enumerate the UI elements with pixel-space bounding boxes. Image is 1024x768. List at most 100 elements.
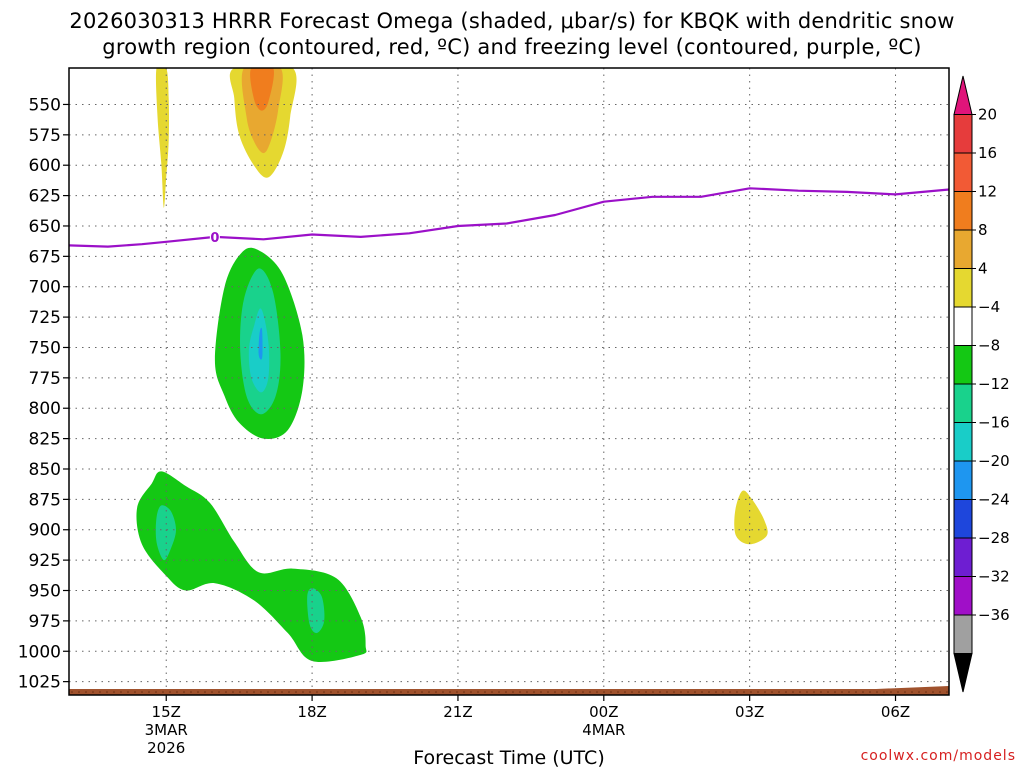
x-tick-label-2: 21Z (443, 703, 472, 721)
omega-region-3 (250, 68, 274, 111)
terrain-dot (421, 691, 423, 693)
terrain-dot (183, 691, 185, 693)
grid (69, 68, 949, 695)
plot-frame (68, 67, 950, 696)
terrain-dot (260, 691, 262, 693)
y-tick-label-13: 875 (29, 490, 61, 510)
colorbar-label-8: −16 (978, 414, 1010, 432)
terrain-dot (736, 691, 738, 693)
terrain-dot (169, 691, 171, 693)
omega-region-7 (258, 327, 263, 360)
colorbar-bin-2 (953, 152, 973, 192)
terrain-dot (309, 691, 311, 693)
terrain-dot (470, 691, 472, 693)
terrain-dot (211, 691, 213, 693)
terrain-dot (141, 691, 143, 693)
terrain-dot (358, 691, 360, 693)
title-line-1: 2026030313 HRRR Forecast Omega (shaded, … (69, 9, 955, 33)
terrain-dot (799, 691, 801, 693)
terrain-dot (274, 691, 276, 693)
colorbar-bin-11 (953, 499, 973, 539)
terrain-dot (869, 691, 871, 693)
colorbar-bin-12 (953, 537, 973, 577)
x-tick-label-5: 06Z (881, 703, 910, 721)
terrain-dot (834, 691, 836, 693)
terrain-dot (379, 691, 381, 693)
terrain-dot (792, 691, 794, 693)
terrain-dot (890, 691, 892, 693)
x-tick-label-4: 03Z (735, 703, 764, 721)
terrain-dot (652, 691, 654, 693)
y-tick-label-1: 575 (29, 126, 61, 146)
terrain-dot (603, 691, 605, 693)
terrain-dot (232, 691, 234, 693)
terrain-dot (925, 691, 927, 693)
y-tick-label-14: 900 (29, 521, 61, 541)
colorbar: 20 16 12 8 4 −4 −8 −12 −16 −20 −24 −28 −32 −36 (953, 75, 1010, 693)
terrain-dot (442, 691, 444, 693)
terrain-dot (505, 691, 507, 693)
terrain-dot (295, 691, 297, 693)
colorbar-bottom-arrow (953, 653, 973, 693)
terrain-dot (351, 691, 353, 693)
terrain-dot (365, 691, 367, 693)
terrain-dot (638, 691, 640, 693)
terrain-dot (386, 691, 388, 693)
terrain-dot (526, 691, 528, 693)
terrain-dot (533, 691, 535, 693)
y-tick-label-8: 750 (29, 338, 61, 358)
terrain-dot (253, 691, 255, 693)
x-tick-year-0: 2026 (147, 739, 185, 757)
terrain-dot (617, 691, 619, 693)
terrain-dot (785, 691, 787, 693)
surface-terrain (69, 686, 949, 695)
terrain-dot (610, 691, 612, 693)
terrain-dot (722, 691, 724, 693)
colorbar-bin-14 (953, 614, 973, 654)
terrain-dot (897, 691, 899, 693)
terrain-dot (491, 691, 493, 693)
omega-region-9 (155, 505, 176, 561)
terrain-dot (71, 691, 73, 693)
colorbar-label-1: 16 (978, 144, 997, 162)
terrain-dot (393, 691, 395, 693)
colorbar-label-11: −28 (978, 529, 1010, 547)
terrain-dot (813, 691, 815, 693)
colorbar-label-5: −4 (978, 298, 1000, 316)
terrain-dot (862, 691, 864, 693)
terrain-dot (113, 691, 115, 693)
terrain-dot (659, 691, 661, 693)
freezing-level: 0 (68, 187, 950, 248)
colorbar-label-4: 4 (978, 260, 988, 278)
omega-shading (136, 68, 768, 662)
terrain-dot (904, 691, 906, 693)
terrain-dot (99, 691, 101, 693)
y-tick-label-9: 775 (29, 369, 61, 389)
terrain-dot (883, 691, 885, 693)
terrain-dot (582, 691, 584, 693)
terrain-dot (645, 691, 647, 693)
terrain-dot (820, 691, 822, 693)
terrain-dot (561, 691, 563, 693)
terrain-dot (512, 691, 514, 693)
y-axis: 550 575 600 625 650 675 700 725 750 775 800 825 850 8… (18, 95, 69, 693)
colorbar-bin-1 (953, 114, 973, 154)
terrain-dot (435, 691, 437, 693)
terrain-dot (680, 691, 682, 693)
terrain-dot (92, 691, 94, 693)
terrain-dot (771, 691, 773, 693)
terrain-dot (162, 691, 164, 693)
colorbar-label-6: −8 (978, 337, 1000, 355)
terrain-dot (918, 691, 920, 693)
x-tick-label-3: 00Z (589, 703, 618, 721)
terrain-strip (69, 689, 949, 695)
terrain-dot (288, 691, 290, 693)
terrain-dot (757, 691, 759, 693)
terrain-dot (743, 691, 745, 693)
terrain-dot (106, 691, 108, 693)
terrain-dot (372, 691, 374, 693)
y-tick-label-19: 1025 (18, 673, 61, 693)
terrain-dot (596, 691, 598, 693)
y-tick-label-2: 600 (29, 156, 61, 176)
terrain-dot (155, 691, 157, 693)
